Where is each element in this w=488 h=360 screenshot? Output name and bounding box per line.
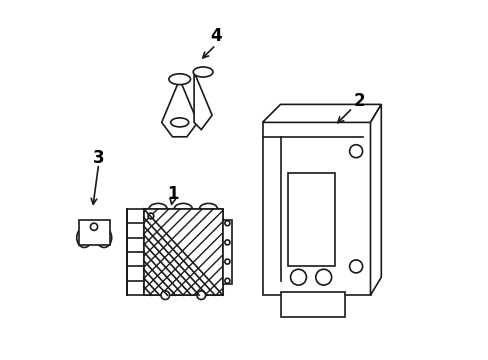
Circle shape [161,291,169,300]
Bar [287,173,334,266]
Bar [370,218,377,230]
Text: 4: 4 [209,27,221,45]
Bar [370,261,377,274]
Polygon shape [194,72,212,130]
Ellipse shape [77,228,92,248]
Text: 2: 2 [353,92,365,110]
Circle shape [197,291,205,300]
Bar [262,122,370,295]
Bar [280,292,345,317]
Bar [79,220,109,245]
Circle shape [224,240,229,245]
Bar [143,209,223,295]
Polygon shape [162,79,197,137]
Bar [370,175,377,187]
Circle shape [224,278,229,283]
Circle shape [224,259,229,264]
Polygon shape [370,104,381,295]
Ellipse shape [168,74,190,85]
Bar [143,209,223,295]
Circle shape [290,269,306,285]
Circle shape [224,221,229,226]
Polygon shape [262,104,381,122]
Circle shape [349,145,362,158]
Circle shape [148,213,153,219]
Text: 3: 3 [93,149,104,167]
Bar [223,220,231,284]
Text: 1: 1 [166,185,178,203]
Circle shape [349,260,362,273]
Bar [370,131,377,144]
Ellipse shape [96,228,111,248]
Circle shape [315,269,331,285]
Circle shape [90,223,98,230]
Ellipse shape [193,67,213,77]
Ellipse shape [170,118,188,127]
